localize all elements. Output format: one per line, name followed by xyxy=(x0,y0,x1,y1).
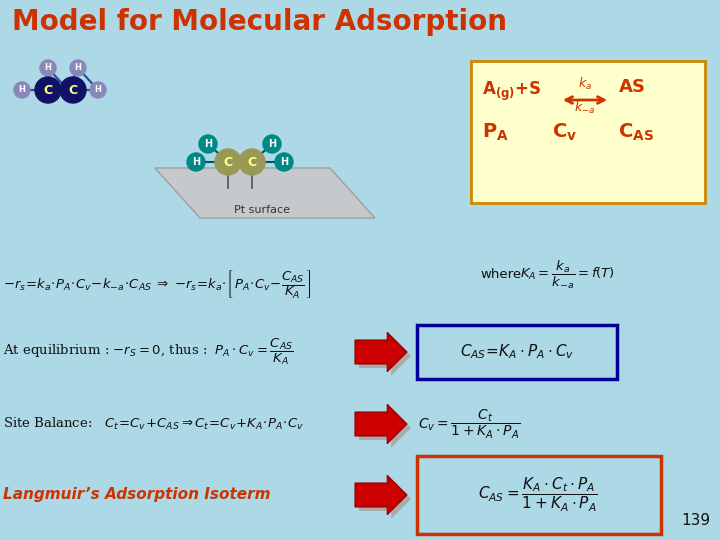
Text: $\mathbf{AS}$: $\mathbf{AS}$ xyxy=(618,78,646,96)
Text: where: where xyxy=(480,268,521,281)
Text: $k_a$: $k_a$ xyxy=(578,76,592,92)
Circle shape xyxy=(239,149,265,175)
Text: $\mathbf{A_{(g)}}$$\mathbf{+ S}$: $\mathbf{A_{(g)}}$$\mathbf{+ S}$ xyxy=(482,80,541,103)
Circle shape xyxy=(187,153,205,171)
Text: $C_v = \dfrac{C_t}{1 + K_A \cdot P_A}$: $C_v = \dfrac{C_t}{1 + K_A \cdot P_A}$ xyxy=(418,407,520,441)
Circle shape xyxy=(215,149,241,175)
Text: $K_A = \dfrac{k_a}{k_{-a}} = f(T)$: $K_A = \dfrac{k_a}{k_{-a}} = f(T)$ xyxy=(520,259,615,291)
Text: C: C xyxy=(248,156,256,168)
FancyBboxPatch shape xyxy=(417,456,661,534)
Text: $\mathbf{C_v}$: $\mathbf{C_v}$ xyxy=(552,122,577,143)
Polygon shape xyxy=(355,332,407,372)
Circle shape xyxy=(199,135,217,153)
Text: $C_{AS} = \dfrac{K_A \cdot C_t \cdot P_A}{1 + K_A \cdot P_A}$: $C_{AS} = \dfrac{K_A \cdot C_t \cdot P_A… xyxy=(478,476,598,514)
Polygon shape xyxy=(359,480,411,519)
Circle shape xyxy=(40,60,56,76)
Text: H: H xyxy=(280,157,288,167)
Text: C: C xyxy=(68,84,78,97)
Circle shape xyxy=(35,77,61,103)
Text: $\mathbf{P_A}$: $\mathbf{P_A}$ xyxy=(482,122,509,143)
Circle shape xyxy=(14,82,30,98)
Circle shape xyxy=(263,135,281,153)
Text: Pt surface: Pt surface xyxy=(234,205,290,215)
Text: H: H xyxy=(75,64,81,72)
Polygon shape xyxy=(155,168,375,218)
FancyBboxPatch shape xyxy=(417,325,617,379)
Text: Langmuir’s Adsorption Isoterm: Langmuir’s Adsorption Isoterm xyxy=(3,488,271,503)
Text: $k_{-a}$: $k_{-a}$ xyxy=(575,100,595,116)
Polygon shape xyxy=(359,408,411,448)
Text: $\mathbf{C_{AS}}$: $\mathbf{C_{AS}}$ xyxy=(618,122,654,143)
Text: Model for Molecular Adsorption: Model for Molecular Adsorption xyxy=(12,8,507,36)
Text: H: H xyxy=(268,139,276,149)
Circle shape xyxy=(60,77,86,103)
Circle shape xyxy=(275,153,293,171)
Text: Site Balance:   $C_t\!=\!C_v\!+\!C_{AS}\Rightarrow C_t\!=\!C_v\!+\!K_A\!\cdot\!P: Site Balance: $C_t\!=\!C_v\!+\!C_{AS}\Ri… xyxy=(3,416,304,432)
Polygon shape xyxy=(355,404,407,444)
Text: C: C xyxy=(223,156,233,168)
Text: 139: 139 xyxy=(681,513,710,528)
FancyBboxPatch shape xyxy=(471,61,705,203)
Circle shape xyxy=(90,82,106,98)
Text: At equilibrium : $-r_S = 0$, thus : $\;P_A \cdot C_v = \dfrac{C_{AS}}{K_A}$: At equilibrium : $-r_S = 0$, thus : $\;P… xyxy=(3,337,294,367)
Polygon shape xyxy=(355,475,407,515)
Circle shape xyxy=(70,60,86,76)
Text: H: H xyxy=(204,139,212,149)
Polygon shape xyxy=(359,336,411,376)
Text: $C_{AS}\!=\!K_A \cdot P_A \cdot C_v$: $C_{AS}\!=\!K_A \cdot P_A \cdot C_v$ xyxy=(460,343,574,361)
Text: $-r_s\!=\!k_a\!\cdot\!P_A\!\cdot\!C_v\!-\!k_{-a}\!\cdot\!C_{AS}$$\;\Rightarrow\;: $-r_s\!=\!k_a\!\cdot\!P_A\!\cdot\!C_v\!-… xyxy=(3,269,312,301)
Text: H: H xyxy=(94,85,102,94)
Text: H: H xyxy=(19,85,25,94)
Text: C: C xyxy=(43,84,53,97)
Text: H: H xyxy=(45,64,51,72)
Text: H: H xyxy=(192,157,200,167)
